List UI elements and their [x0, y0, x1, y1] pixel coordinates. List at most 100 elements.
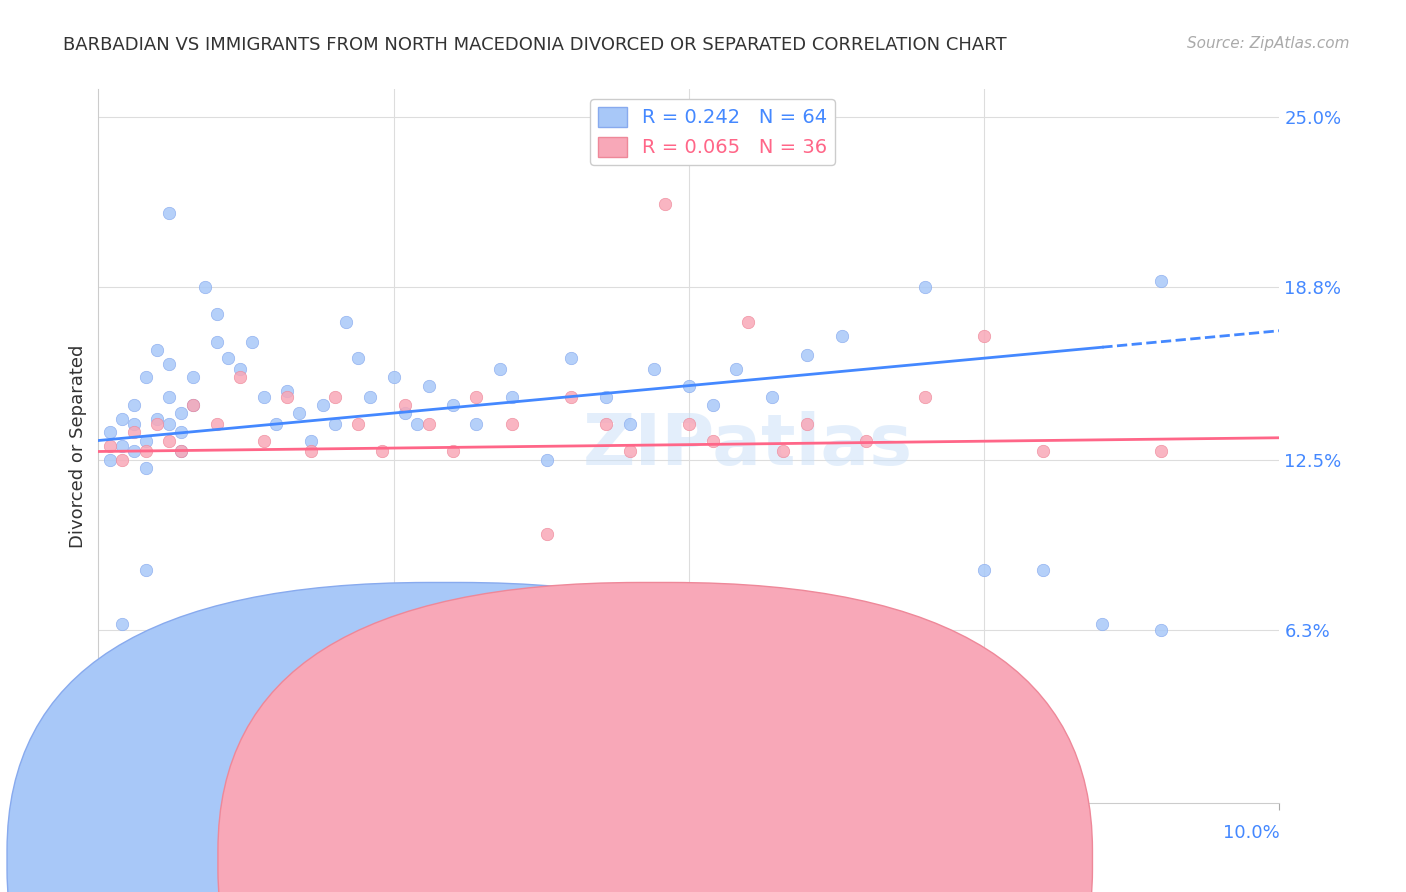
Point	[157, 205, 180, 219]
Point	[170, 444, 193, 458]
Point	[157, 390, 180, 404]
Point	[135, 562, 157, 576]
Point	[678, 378, 700, 392]
Point	[1150, 274, 1173, 288]
Point	[288, 406, 311, 420]
Point	[560, 390, 582, 404]
Point	[276, 390, 298, 404]
Point	[135, 444, 157, 458]
Point	[170, 444, 193, 458]
Point	[157, 434, 180, 448]
Y-axis label: Divorced or Separated: Divorced or Separated	[69, 344, 87, 548]
Point	[441, 398, 464, 412]
Point	[111, 411, 134, 425]
Text: Source: ZipAtlas.com: Source: ZipAtlas.com	[1187, 36, 1350, 51]
Point	[501, 417, 523, 431]
Point	[111, 617, 134, 632]
Point	[796, 417, 818, 431]
Point	[217, 351, 239, 366]
Point	[654, 197, 676, 211]
Text: 10.0%: 10.0%	[1223, 824, 1279, 842]
Point	[181, 370, 204, 384]
Point	[1032, 444, 1054, 458]
Point	[772, 444, 794, 458]
Point	[595, 417, 617, 431]
Point	[122, 444, 145, 458]
Point	[135, 434, 157, 448]
Point	[382, 370, 405, 384]
Point	[371, 444, 394, 458]
Point	[253, 434, 276, 448]
Point	[725, 362, 748, 376]
Text: 0.0%: 0.0%	[98, 824, 143, 842]
Point	[229, 362, 252, 376]
Point	[98, 452, 121, 467]
Point	[737, 316, 759, 330]
Point	[157, 357, 180, 371]
Text: Immigrants from North Macedonia: Immigrants from North Macedonia	[679, 850, 990, 868]
Text: ZIPatlas: ZIPatlas	[583, 411, 912, 481]
Point	[394, 398, 416, 412]
Point	[205, 307, 228, 321]
Point	[914, 390, 936, 404]
Point	[560, 351, 582, 366]
Point	[276, 384, 298, 398]
Point	[702, 434, 724, 448]
Point	[98, 425, 121, 440]
Point	[1150, 444, 1173, 458]
Point	[619, 444, 641, 458]
Point	[323, 417, 346, 431]
Point	[122, 398, 145, 412]
Point	[831, 329, 853, 343]
Point	[595, 390, 617, 404]
Point	[441, 444, 464, 458]
Point	[194, 280, 217, 294]
Point	[973, 329, 995, 343]
Point	[146, 343, 169, 357]
Point	[1032, 562, 1054, 576]
Point	[394, 406, 416, 420]
Point	[299, 444, 322, 458]
Point	[855, 434, 877, 448]
Point	[135, 370, 157, 384]
Point	[299, 434, 322, 448]
Point	[418, 417, 440, 431]
Point	[914, 280, 936, 294]
Point	[347, 351, 370, 366]
Point	[111, 439, 134, 453]
Point	[205, 334, 228, 349]
Point	[643, 362, 665, 376]
Point	[418, 378, 440, 392]
Text: Barbadians: Barbadians	[471, 850, 572, 868]
Point	[347, 417, 370, 431]
Point	[170, 425, 193, 440]
Point	[1091, 617, 1114, 632]
Point	[465, 417, 488, 431]
Point	[170, 406, 193, 420]
Point	[264, 417, 287, 431]
Point	[406, 417, 429, 431]
Point	[146, 411, 169, 425]
Point	[796, 348, 818, 362]
Legend: R = 0.242   N = 64, R = 0.065   N = 36: R = 0.242 N = 64, R = 0.065 N = 36	[591, 99, 835, 165]
Point	[536, 526, 558, 541]
Point	[229, 370, 252, 384]
Point	[489, 362, 512, 376]
Point	[619, 417, 641, 431]
Point	[240, 334, 263, 349]
Point	[122, 417, 145, 431]
Point	[1150, 623, 1173, 637]
Point	[181, 398, 204, 412]
Point	[465, 390, 488, 404]
Point	[205, 417, 228, 431]
Point	[98, 439, 121, 453]
Point	[973, 562, 995, 576]
Point	[323, 390, 346, 404]
Point	[501, 390, 523, 404]
Point	[253, 390, 276, 404]
Point	[761, 390, 783, 404]
Point	[157, 417, 180, 431]
Point	[335, 316, 357, 330]
Point	[146, 417, 169, 431]
Point	[181, 398, 204, 412]
